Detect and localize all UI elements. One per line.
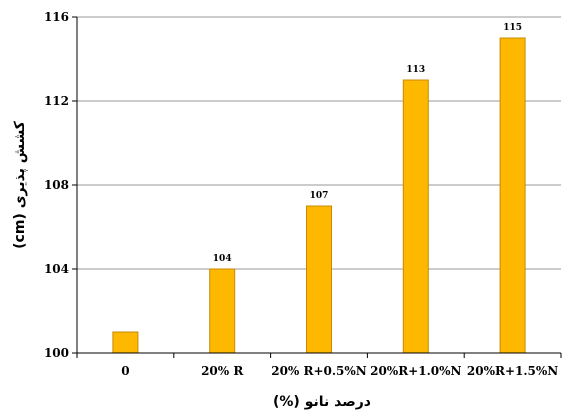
data-labels: 104 107 113 115	[213, 23, 522, 264]
data-label: 115	[503, 23, 522, 33]
x-tick-label: 20% R+0.5%N	[271, 364, 367, 378]
x-tick-label: 0	[121, 364, 129, 378]
x-tick-label: 20%R+1.5%N	[467, 364, 558, 378]
x-tick-label: 20%R+1.0%N	[370, 364, 461, 378]
y-tick-label: 116	[44, 10, 69, 24]
data-label: 113	[406, 65, 425, 75]
y-tick-label: 100	[44, 346, 69, 360]
bar	[499, 37, 526, 354]
x-tick-labels: 0 20% R 20% R+0.5%N 20%R+1.0%N 20%R+1.5%N	[121, 364, 558, 378]
bars	[112, 37, 526, 354]
bar	[306, 205, 332, 354]
x-axis-title: درصد نانو (%)	[273, 394, 371, 410]
y-tick-labels: 100 104 108 112 116	[44, 10, 69, 360]
y-tick-label: 104	[44, 262, 69, 276]
x-tick-label: 20% R	[201, 364, 244, 378]
data-label: 107	[310, 191, 329, 201]
bar	[112, 331, 139, 354]
axes	[72, 16, 562, 358]
y-tick-label: 108	[44, 178, 69, 192]
data-label: 104	[213, 254, 232, 264]
y-tick-label: 112	[44, 94, 69, 108]
bar	[209, 268, 236, 354]
bar	[402, 79, 429, 354]
y-axis-title: کشش پذیری (cm)	[12, 120, 28, 249]
